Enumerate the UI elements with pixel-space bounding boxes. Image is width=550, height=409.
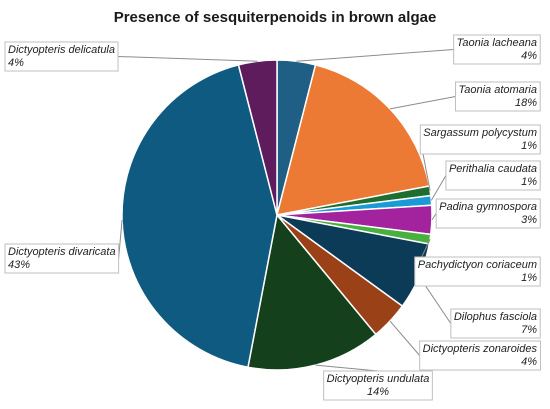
slice-label-value: 18% <box>515 97 537 109</box>
leader-line-taonia-atomaria <box>389 96 456 110</box>
slice-label-value: 1% <box>521 272 537 284</box>
slice-label-dictyopteris-undulata: Dictyopteris undulata 14% <box>327 373 430 398</box>
slice-label-box <box>4 41 119 72</box>
slice-label-name: Perithalia caudata <box>449 163 537 175</box>
slice-label-name: Dictyopteris zonaroides <box>423 343 538 355</box>
pie-slice-dictyopteris-divaricata <box>121 63 278 369</box>
slice-label-taonia-lacheana: Taonia lacheana 4% <box>457 37 538 62</box>
leader-line-dictyopteris-delicatula <box>117 56 258 62</box>
slice-label-name: Taonia lacheana <box>457 37 537 49</box>
slice-label-dictyopteris-zonaroides: Dictyopteris zonaroides 4% <box>423 343 538 368</box>
leader-line-taonia-lacheana <box>296 49 454 62</box>
slice-label-value: 14% <box>367 386 389 398</box>
slice-label-value: 4% <box>521 50 537 62</box>
slice-label-taonia-atomaria: Taonia atomaria 18% <box>459 84 538 109</box>
slice-label-box <box>323 370 433 401</box>
slice-label-value: 1% <box>521 176 537 188</box>
leader-line-dictyopteris-undulata <box>315 364 379 372</box>
slice-label-dilophus-fasciola: Dilophus fasciola 7% <box>454 311 537 336</box>
slice-label-box <box>453 34 541 65</box>
slice-label-name: Padina gymnospora <box>439 201 537 213</box>
slice-label-value: 7% <box>521 324 537 336</box>
slice-label-box <box>4 243 120 274</box>
slice-label-value: 3% <box>521 214 537 226</box>
slice-label-padina-gymnospora: Padina gymnospora 3% <box>439 201 537 226</box>
pie-slice-taonia-atomaria <box>275 63 431 216</box>
slice-label-box <box>445 160 541 191</box>
slice-label-value: 4% <box>521 356 537 368</box>
slice-label-pachydictyon-coriaceum: Pachydictyon coriaceum 1% <box>418 259 537 284</box>
slice-label-box <box>419 124 541 155</box>
slice-label-sargassum-polycystum: Sargassum polycystum 1% <box>423 127 537 152</box>
slice-label-box <box>450 308 541 339</box>
slice-label-name: Dictyopteris divaricata <box>8 246 116 258</box>
slice-label-box <box>455 81 541 112</box>
leader-line-dictyopteris-zonaroides <box>389 320 421 356</box>
chart-title: Presence of sesquiterpenoids in brown al… <box>113 9 437 26</box>
slice-label-name: Pachydictyon coriaceum <box>418 259 537 271</box>
slice-label-name: Sargassum polycystum <box>423 127 537 139</box>
slice-labels: Taonia lacheana 4%Taonia atomaria 18%Sarga… <box>4 34 541 401</box>
slice-label-value: 43% <box>8 259 30 271</box>
slice-label-name: Dictyopteris delicatula <box>8 44 115 56</box>
slice-label-box <box>414 256 541 287</box>
slice-label-perithalia-caudata: Perithalia caudata 1% <box>449 163 537 188</box>
slice-label-box <box>419 340 541 371</box>
slice-label-dictyopteris-divaricata: Dictyopteris divaricata 43% <box>8 246 116 271</box>
leader-line-dictyopteris-divaricata <box>118 219 123 259</box>
slice-label-value: 1% <box>521 140 537 152</box>
slice-label-value: 4% <box>8 57 24 69</box>
slice-label-box <box>435 198 541 229</box>
slice-label-name: Taonia atomaria <box>459 84 537 96</box>
leader-line-padina-gymnospora <box>431 213 437 221</box>
pie-slices <box>121 59 433 371</box>
slice-label-dictyopteris-delicatula: Dictyopteris delicatula 4% <box>8 44 115 69</box>
slice-label-name: Dictyopteris undulata <box>327 373 430 385</box>
slice-label-name: Dilophus fasciola <box>454 311 537 323</box>
leader-line-perithalia-caudata <box>430 175 447 201</box>
